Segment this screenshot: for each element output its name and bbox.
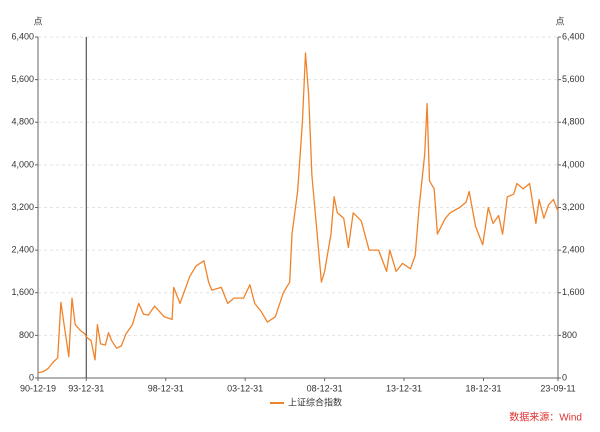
y-tick-label: 0 [29,372,34,382]
y-tick-label: 5,600 [11,74,34,84]
y2-tick-label: 6,400 [562,31,585,41]
y-axis-unit: 点 [33,16,42,26]
y2-tick-label: 2,400 [562,245,585,255]
y2-tick-label: 1,600 [562,287,585,297]
source-note: 数据来源：Wind [509,411,582,424]
y2-tick-label: 3,200 [562,202,585,212]
x-tick-label: 90-12-19 [20,383,56,393]
y-tick-label: 800 [19,330,34,340]
x-tick-label: 08-12-31 [307,383,343,393]
x-tick-label: 18-12-31 [465,383,501,393]
y2-tick-label: 0 [562,372,567,382]
x-tick-label: 93-12-31 [68,383,104,393]
y2-tick-label: 5,600 [562,74,585,84]
y-tick-label: 3,200 [11,202,34,212]
y-tick-label: 4,000 [11,159,34,169]
y-tick-label: 1,600 [11,287,34,297]
y2-tick-label: 4,800 [562,117,585,127]
y-tick-label: 4,800 [11,117,34,127]
y2-axis-unit: 点 [555,16,564,26]
y-tick-label: 6,400 [11,31,34,41]
x-tick-label: 03-12-31 [227,383,263,393]
x-tick-label: 13-12-31 [386,383,422,393]
y2-tick-label: 800 [562,330,577,340]
x-tick-label: 23-09-11 [540,383,575,393]
x-tick-label: 98-12-31 [148,383,184,393]
y-tick-label: 2,400 [11,245,34,255]
series-line [37,52,559,374]
y2-tick-label: 4,000 [562,159,585,169]
legend-label: 上证综合指数 [288,396,342,407]
